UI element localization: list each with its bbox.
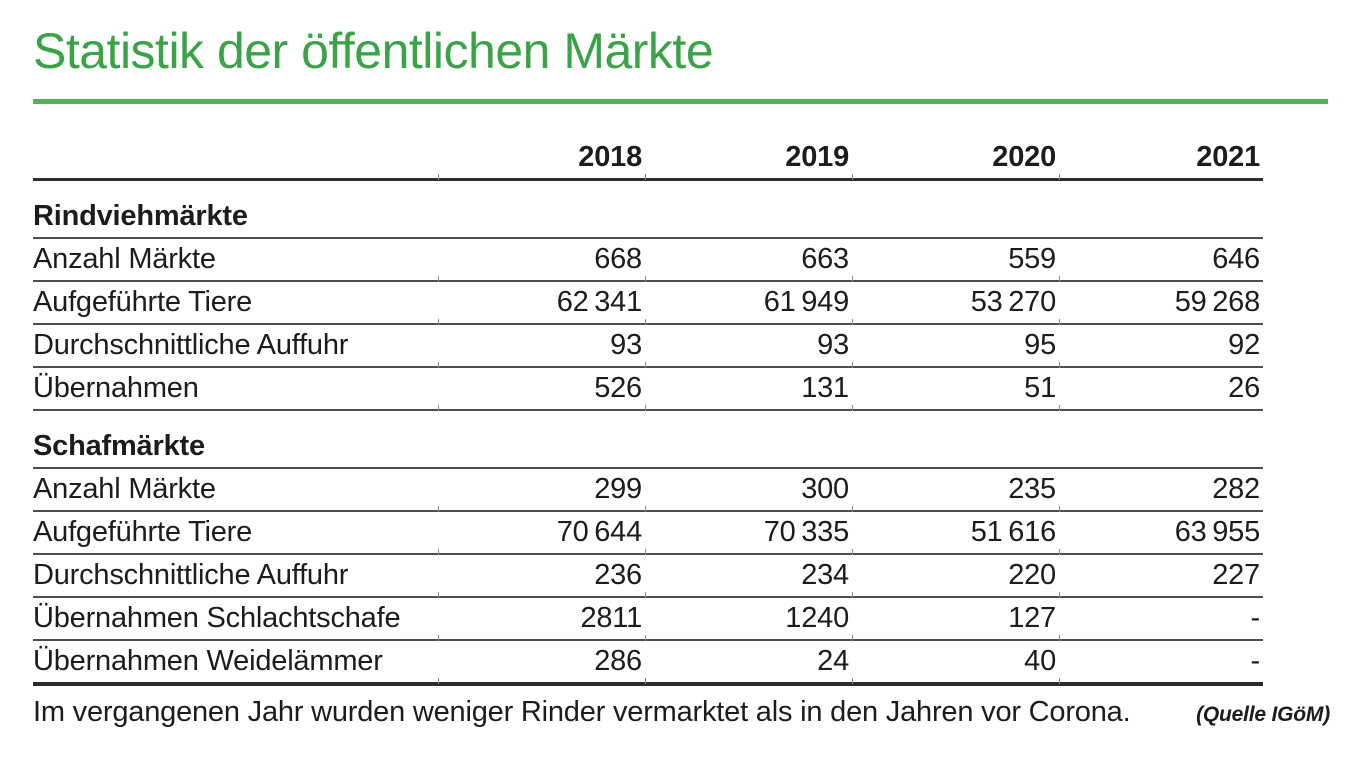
- row-label: Übernahmen: [33, 367, 439, 411]
- table-row: Aufgeführte Tiere 70 644 70 335 51 616 63 95…: [33, 511, 1263, 555]
- value-cell: 559: [852, 238, 1060, 282]
- section-header-row: Schafmärkte: [33, 410, 1263, 469]
- value-cell: 282: [1059, 468, 1263, 512]
- table-row: Übernahmen Schlachtschafe 2811 1240 127-: [33, 597, 1263, 641]
- value-cell: 62 341: [438, 281, 646, 325]
- year-header: 2018: [438, 130, 646, 181]
- value-cell: 526: [438, 367, 646, 411]
- value-cell: 51 616: [852, 511, 1060, 555]
- value-cell: 663: [645, 238, 853, 282]
- year-header-row: 2018 2019 2020 2021: [33, 130, 1263, 181]
- table-row: Übernahmen 526 131 51 26: [33, 367, 1263, 411]
- empty-header-cell: [33, 130, 439, 181]
- value-cell: 646: [1059, 238, 1263, 282]
- row-label: Übernahmen Schlachtschafe: [33, 597, 439, 641]
- row-label: Durchschnittliche Auffuhr: [33, 324, 439, 368]
- value-cell: -: [1059, 640, 1263, 686]
- value-cell: 95: [852, 324, 1060, 368]
- value-cell: 300: [645, 468, 853, 512]
- caption-text: Im vergangenen Jahr wurden weniger Rinde…: [33, 696, 1131, 728]
- row-label: Durchschnittliche Auffuhr: [33, 554, 439, 598]
- table-row: Anzahl Märkte 668 663 559 646: [33, 238, 1263, 282]
- page-title: Statistik der öffentlichen Märkte: [33, 23, 714, 79]
- value-cell: 127: [852, 597, 1060, 641]
- value-cell: 93: [645, 324, 853, 368]
- value-cell: 236: [438, 554, 646, 598]
- year-header: 2020: [852, 130, 1060, 181]
- value-cell: 53 270: [852, 281, 1060, 325]
- row-label: Aufgeführte Tiere: [33, 281, 439, 325]
- table-row: Anzahl Märkte 299 300 235 282: [33, 468, 1263, 512]
- value-cell: 234: [645, 554, 853, 598]
- section-header: Schafmärkte: [33, 410, 1263, 469]
- value-cell: 63 955: [1059, 511, 1263, 555]
- table-row: Aufgeführte Tiere 62 341 61 949 53 270 59 26…: [33, 281, 1263, 325]
- value-cell: 2811: [438, 597, 646, 641]
- value-cell: 40: [852, 640, 1060, 686]
- value-cell: 24: [645, 640, 853, 686]
- year-header: 2021: [1059, 130, 1263, 181]
- source-credit: (Quelle IGöM): [1196, 703, 1330, 726]
- value-cell: 131: [645, 367, 853, 411]
- value-cell: 61 949: [645, 281, 853, 325]
- value-cell: 70 644: [438, 511, 646, 555]
- value-cell: 70 335: [645, 511, 853, 555]
- section-header: Rindviehmärkte: [33, 179, 1263, 239]
- table-row: Übernahmen Weidelämmer 286 24 40-: [33, 640, 1263, 686]
- value-cell: 235: [852, 468, 1060, 512]
- table-row: Durchschnittliche Auffuhr 236 234 220 227: [33, 554, 1263, 598]
- caption-row: Im vergangenen Jahr wurden weniger Rinde…: [33, 696, 1330, 729]
- value-cell: 1240: [645, 597, 853, 641]
- statistics-table: 2018 2019 2020 2021 Rindviehmärkte Anzahl Mä…: [33, 130, 1263, 686]
- value-cell: 93: [438, 324, 646, 368]
- table-row: Durchschnittliche Auffuhr 93 93 95 92: [33, 324, 1263, 368]
- row-label: Anzahl Märkte: [33, 238, 439, 282]
- year-header: 2019: [645, 130, 853, 181]
- title-rule: [33, 99, 1328, 104]
- value-cell: 26: [1059, 367, 1263, 411]
- value-cell: 227: [1059, 554, 1263, 598]
- row-label: Aufgeführte Tiere: [33, 511, 439, 555]
- row-label: Übernahmen Weidelämmer: [33, 640, 439, 686]
- value-cell: 220: [852, 554, 1060, 598]
- value-cell: 286: [438, 640, 646, 686]
- value-cell: 668: [438, 238, 646, 282]
- value-cell: 299: [438, 468, 646, 512]
- value-cell: 59 268: [1059, 281, 1263, 325]
- value-cell: 92: [1059, 324, 1263, 368]
- value-cell: -: [1059, 597, 1263, 641]
- value-cell: 51: [852, 367, 1060, 411]
- section-header-row: Rindviehmärkte: [33, 179, 1263, 239]
- row-label: Anzahl Märkte: [33, 468, 439, 512]
